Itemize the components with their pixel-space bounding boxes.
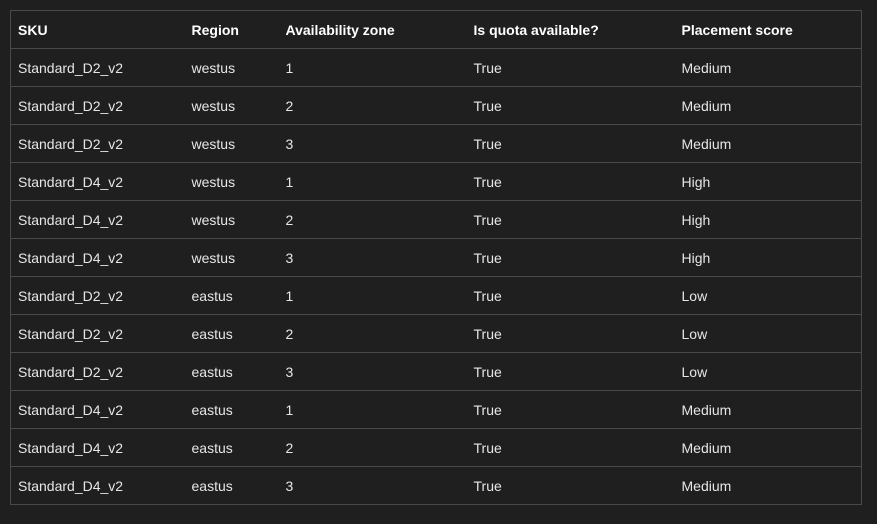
table-cell: 2 <box>278 428 467 467</box>
table-cell: True <box>466 314 675 353</box>
table-cell: westus <box>184 238 279 277</box>
table-cell: Standard_D4_v2 <box>10 428 185 467</box>
table-row: Standard_D2_v2 westus 3 True Medium <box>10 124 862 163</box>
table-cell: Standard_D2_v2 <box>10 124 185 163</box>
table-cell: Standard_D4_v2 <box>10 162 185 201</box>
column-header: Region <box>184 10 279 49</box>
column-header: Placement score <box>674 10 862 49</box>
table-cell: eastus <box>191 477 233 494</box>
table-cell: Medium <box>681 477 732 494</box>
table-cell: High <box>674 200 862 239</box>
table-cell: Standard_D4_v2 <box>10 390 185 429</box>
table-cell: High <box>674 238 862 277</box>
table-row: Standard_D4_v2 eastus 2 True Medium <box>10 428 862 467</box>
table-row: Standard_D4_v2 eastus 3 True Medium <box>11 467 862 505</box>
table-cell: Medium <box>674 48 862 87</box>
placement-score-table: SKU Region Availability zone Is quota avail… <box>10 10 862 505</box>
table-cell: westus <box>184 124 279 163</box>
table-cell: 1 <box>278 276 467 315</box>
table-cell: Standard_D4_v2 <box>10 238 185 277</box>
table-cell: Medium <box>674 390 862 429</box>
table-cell: Medium <box>674 428 862 467</box>
table-cell: eastus <box>184 276 279 315</box>
table-cell: True <box>466 86 675 125</box>
table-cell: Low <box>674 352 862 391</box>
table-cell: True <box>473 477 502 494</box>
table-cell: eastus <box>184 352 279 391</box>
column-header: Is quota available? <box>466 10 675 49</box>
column-header: Availability zone <box>278 10 467 49</box>
table-cell: 2 <box>278 86 467 125</box>
table-row: Standard_D4_v2 westus 1 True High <box>10 162 862 201</box>
table-cell: eastus <box>184 314 279 353</box>
table-cell: True <box>466 200 675 239</box>
table-cell: Standard_D4_v2 <box>10 200 185 239</box>
table-cell: 2 <box>278 200 467 239</box>
table-cell: Standard_D2_v2 <box>10 276 185 315</box>
table-cell: Standard_D2_v2 <box>10 86 185 125</box>
table-cell: 2 <box>278 314 467 353</box>
table-row: Standard_D4_v2 westus 2 True High <box>10 200 862 239</box>
table-row: Standard_D2_v2 eastus 2 True Low <box>10 314 862 353</box>
table-cell: High <box>674 162 862 201</box>
table-cell: Medium <box>674 86 862 125</box>
table-cell: Standard_D2_v2 <box>10 352 185 391</box>
table-row: Standard_D2_v2 westus 1 True Medium <box>10 48 862 87</box>
table-cell: Medium <box>674 124 862 163</box>
table-cell: True <box>466 428 675 467</box>
table-cell: westus <box>184 86 279 125</box>
table-cell: True <box>466 238 675 277</box>
table-cell: westus <box>184 200 279 239</box>
table-cell: Low <box>674 276 862 315</box>
table-cell: 1 <box>278 48 467 87</box>
table-cell: True <box>466 162 675 201</box>
table-row: Standard_D2_v2 eastus 3 True Low <box>10 352 862 391</box>
table-cell: 1 <box>278 390 467 429</box>
table-row: Standard_D4_v2 eastus 1 True Medium <box>10 390 862 429</box>
table-cell: Standard_D4_v2 <box>18 477 124 494</box>
table-cell: True <box>466 276 675 315</box>
table-cell: westus <box>184 48 279 87</box>
table-cell: eastus <box>184 390 279 429</box>
table-cell: 3 <box>278 352 467 391</box>
table-row: Standard_D2_v2 westus 2 True Medium <box>10 86 862 125</box>
column-header: SKU <box>10 10 185 49</box>
table-cell: 3 <box>278 124 467 163</box>
table-cell: True <box>466 48 675 87</box>
table-cell: True <box>466 390 675 429</box>
table-cell: 3 <box>278 238 467 277</box>
table-cell: True <box>466 124 675 163</box>
table-cell: 3 <box>285 477 294 494</box>
table-cell: Low <box>674 314 862 353</box>
table-row: Standard_D4_v2 westus 3 True High <box>10 238 862 277</box>
table-cell: eastus <box>184 428 279 467</box>
table-cell: Standard_D2_v2 <box>10 314 185 353</box>
table-row: Standard_D2_v2 eastus 1 True Low <box>10 276 862 315</box>
table-cell: 1 <box>278 162 467 201</box>
table-cell: westus <box>184 162 279 201</box>
table-header-row: SKU Region Availability zone Is quota avail… <box>10 10 862 49</box>
table-cell: Standard_D2_v2 <box>10 48 185 87</box>
table-cell: True <box>466 352 675 391</box>
